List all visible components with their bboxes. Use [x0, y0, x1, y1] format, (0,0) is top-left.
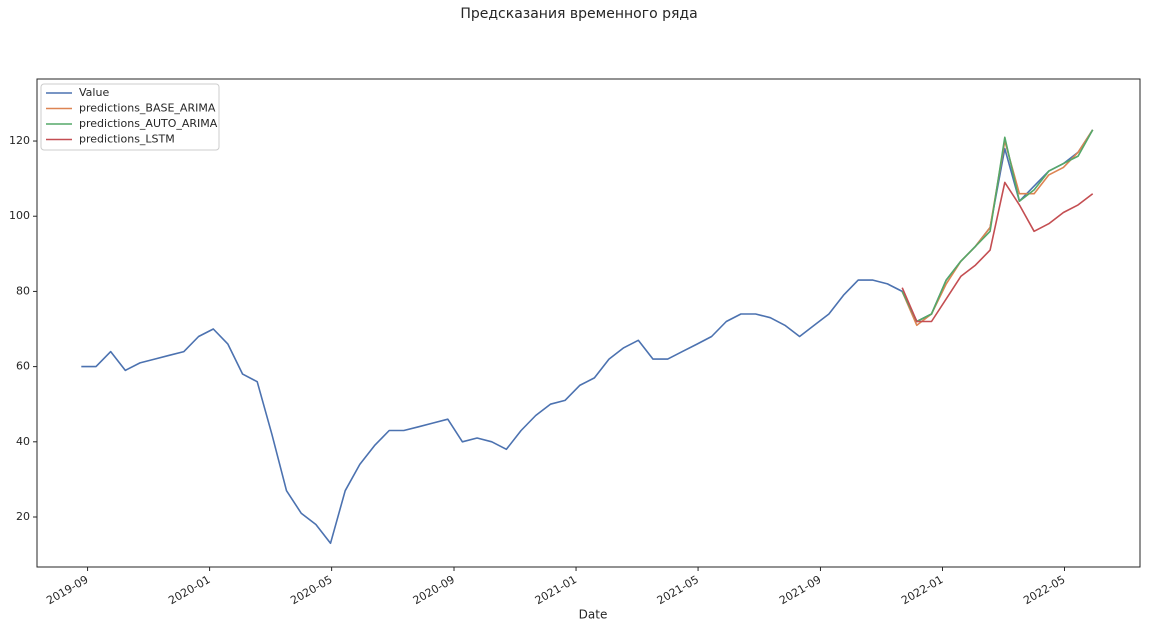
plot-frame — [36, 78, 1141, 568]
y-tick-label: 100 — [9, 209, 30, 222]
chart-title: Предсказания временного ряда — [460, 6, 697, 22]
y-tick-label: 80 — [16, 284, 30, 297]
legend-box — [40, 83, 220, 151]
y-tick-label: 40 — [16, 435, 30, 448]
x-axis-label: Date — [579, 608, 608, 622]
y-tick-label: 20 — [16, 510, 30, 523]
y-tick-label: 60 — [16, 360, 30, 373]
series-line — [901, 181, 1094, 323]
series-line — [901, 129, 1094, 323]
legend: Value predictions_BASE_ARIMA predictions_A… — [40, 83, 220, 151]
legend-label: predictions_BASE_ARIMA — [79, 102, 216, 115]
legend-label: predictions_LSTM — [79, 133, 175, 146]
legend-label: predictions_AUTO_ARIMA — [79, 117, 218, 130]
legend-label: Value — [79, 86, 109, 99]
y-tick-label: 120 — [9, 134, 30, 147]
